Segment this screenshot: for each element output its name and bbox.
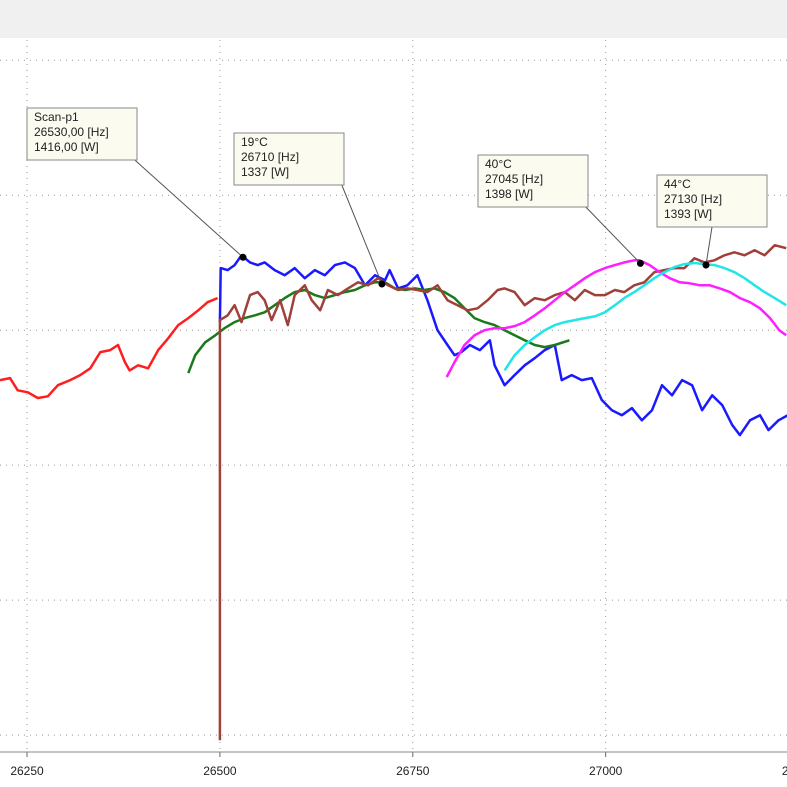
leader-line [341, 184, 383, 285]
annotation-box [477, 154, 589, 208]
annotation-text: 40°C [485, 157, 512, 171]
annotation-text: Scan-p1 [34, 110, 79, 124]
annotation-point [239, 253, 247, 261]
annotation-box [656, 174, 768, 228]
annotation-text: 1337 [W] [241, 165, 289, 179]
series-line [503, 261, 787, 372]
annotation-point [378, 280, 386, 288]
leader-line [585, 206, 641, 264]
x-tick-label: 27250 [782, 764, 787, 778]
series-line [0, 296, 219, 400]
series-line [445, 259, 787, 378]
series-line [218, 243, 787, 741]
header-band [0, 0, 787, 38]
x-tick-label: 26500 [203, 764, 237, 778]
annotation-text: 27045 [Hz] [485, 172, 543, 186]
annotation-text: 1393 [W] [664, 207, 712, 221]
annotation-text: 1416,00 [W] [34, 140, 99, 154]
x-tick-label: 27000 [589, 764, 623, 778]
annotation-text: 1398 [W] [485, 187, 533, 201]
annotation-point [702, 261, 710, 269]
annotation-text: 44°C [664, 177, 691, 191]
series-line [218, 254, 787, 437]
annotation-text: 19°C [241, 135, 268, 149]
annotation-text: 27130 [Hz] [664, 192, 722, 206]
annotation-box [233, 132, 345, 186]
annotation-text: 26710 [Hz] [241, 150, 299, 164]
leader-line [134, 159, 244, 258]
annotation-text: 26530,00 [Hz] [34, 125, 109, 139]
annotation-box [26, 107, 138, 161]
annotation-point [636, 259, 644, 267]
x-tick-label: 26250 [10, 764, 44, 778]
leader-line [705, 226, 713, 266]
x-tick-label: 26750 [396, 764, 430, 778]
